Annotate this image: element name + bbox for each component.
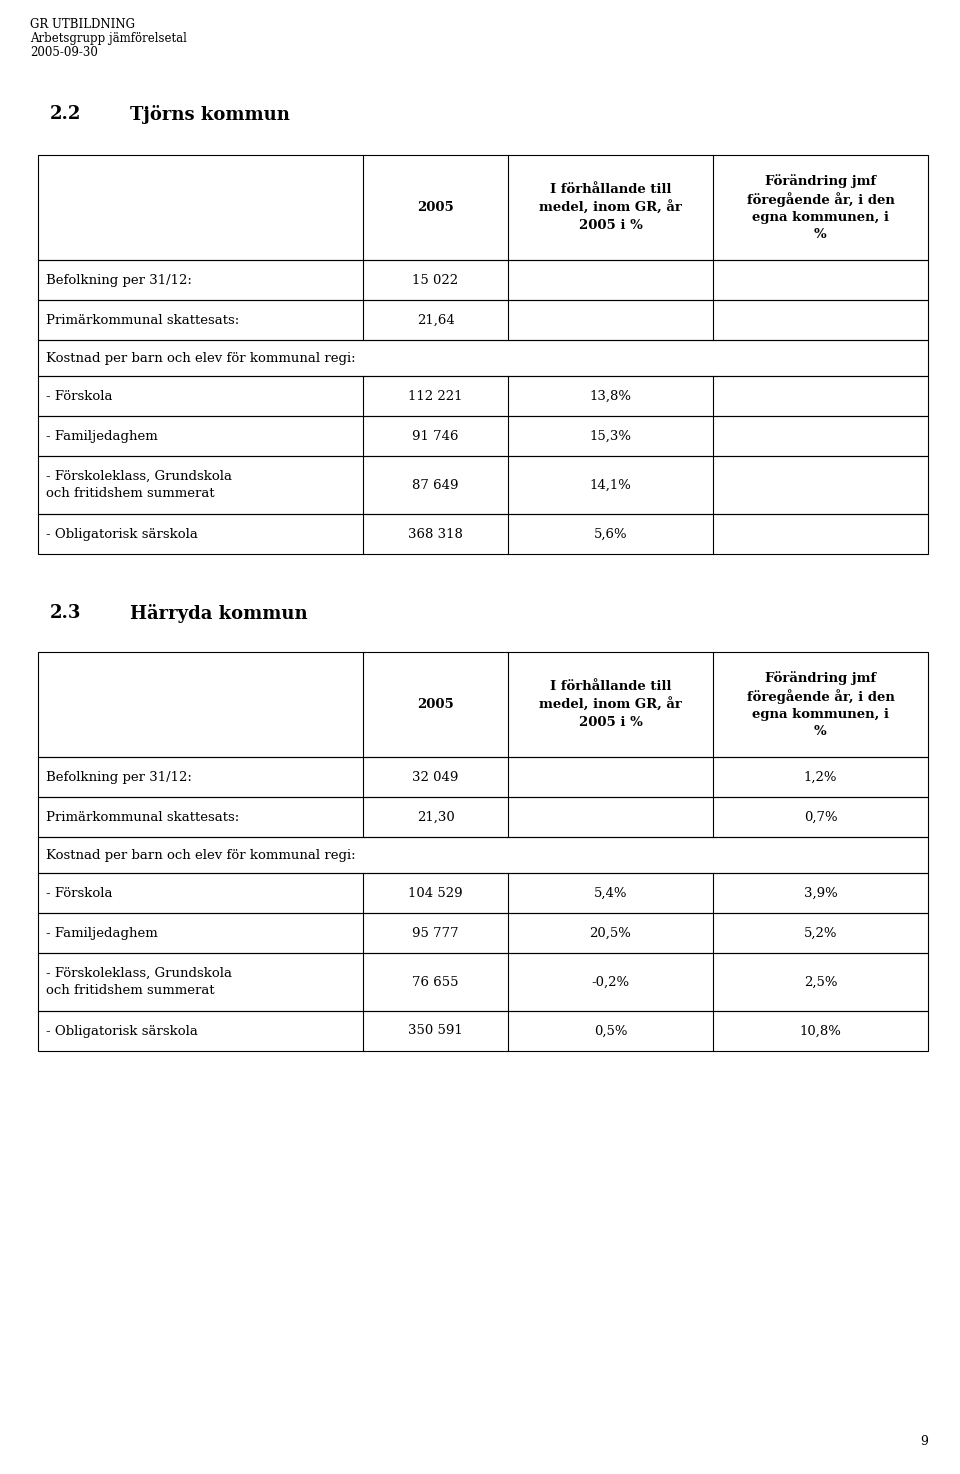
Text: Kostnad per barn och elev för kommunal regi:: Kostnad per barn och elev för kommunal r… — [46, 849, 355, 861]
Text: -0,2%: -0,2% — [591, 976, 630, 989]
Text: Befolkning per 31/12:: Befolkning per 31/12: — [46, 771, 192, 784]
Text: 9: 9 — [920, 1436, 928, 1447]
Bar — [38, 652, 928, 758]
Bar — [38, 797, 928, 837]
Bar — [38, 259, 928, 301]
Text: 87 649: 87 649 — [412, 479, 459, 491]
Bar — [38, 514, 928, 554]
Text: - Familjedaghem: - Familjedaghem — [46, 927, 157, 939]
Text: 2,5%: 2,5% — [804, 976, 837, 989]
Text: Arbetsgrupp jämförelsetal: Arbetsgrupp jämförelsetal — [30, 32, 187, 46]
Text: Tjörns kommun: Tjörns kommun — [130, 105, 290, 124]
Text: - Förskola: - Förskola — [46, 389, 112, 402]
Text: Befolkning per 31/12:: Befolkning per 31/12: — [46, 274, 192, 286]
Text: 15 022: 15 022 — [413, 274, 459, 286]
Text: 2005: 2005 — [418, 699, 454, 710]
Text: 76 655: 76 655 — [412, 976, 459, 989]
Bar — [38, 912, 928, 954]
Text: Härryda kommun: Härryda kommun — [130, 604, 307, 624]
Bar — [38, 416, 928, 455]
Text: Förändring jmf
föregående år, i den
egna kommunen, i
%: Förändring jmf föregående år, i den egna… — [747, 671, 895, 738]
Bar — [38, 758, 928, 797]
Text: - Förskoleklass, Grundskola
och fritidshem summerat: - Förskoleklass, Grundskola och fritidsh… — [46, 470, 232, 500]
Text: 32 049: 32 049 — [412, 771, 459, 784]
Text: Kostnad per barn och elev för kommunal regi:: Kostnad per barn och elev för kommunal r… — [46, 351, 355, 364]
Text: 5,6%: 5,6% — [593, 528, 627, 541]
Text: 15,3%: 15,3% — [589, 429, 632, 442]
Text: - Förskola: - Förskola — [46, 886, 112, 899]
Text: Primärkommunal skattesats:: Primärkommunal skattesats: — [46, 811, 239, 824]
Text: 91 746: 91 746 — [412, 429, 459, 442]
Text: 5,2%: 5,2% — [804, 927, 837, 939]
Text: 95 777: 95 777 — [412, 927, 459, 939]
Text: 2005: 2005 — [418, 200, 454, 214]
Text: 104 529: 104 529 — [408, 886, 463, 899]
Bar — [38, 873, 928, 912]
Text: 2.2: 2.2 — [50, 105, 82, 122]
Text: 0,5%: 0,5% — [593, 1024, 627, 1038]
Text: 21,64: 21,64 — [417, 314, 454, 327]
Text: Förändring jmf
föregående år, i den
egna kommunen, i
%: Förändring jmf föregående år, i den egna… — [747, 174, 895, 242]
Text: 0,7%: 0,7% — [804, 811, 837, 824]
Bar — [38, 455, 928, 514]
Bar — [38, 155, 928, 259]
Text: 14,1%: 14,1% — [589, 479, 632, 491]
Text: - Familjedaghem: - Familjedaghem — [46, 429, 157, 442]
Text: 13,8%: 13,8% — [589, 389, 632, 402]
Bar — [38, 376, 928, 416]
Text: 20,5%: 20,5% — [589, 927, 632, 939]
Bar — [38, 1011, 928, 1051]
Text: 3,9%: 3,9% — [804, 886, 837, 899]
Bar — [38, 301, 928, 340]
Text: 112 221: 112 221 — [408, 389, 463, 402]
Text: - Förskoleklass, Grundskola
och fritidshem summerat: - Förskoleklass, Grundskola och fritidsh… — [46, 967, 232, 996]
Text: 368 318: 368 318 — [408, 528, 463, 541]
Text: - Obligatorisk särskola: - Obligatorisk särskola — [46, 528, 198, 541]
Text: 2.3: 2.3 — [50, 604, 82, 622]
Text: - Obligatorisk särskola: - Obligatorisk särskola — [46, 1024, 198, 1038]
Bar — [38, 837, 928, 873]
Bar — [38, 340, 928, 376]
Text: I förhållande till
medel, inom GR, år
2005 i %: I förhållande till medel, inom GR, år 20… — [540, 183, 682, 231]
Text: 5,4%: 5,4% — [593, 886, 627, 899]
Text: 10,8%: 10,8% — [800, 1024, 841, 1038]
Text: 21,30: 21,30 — [417, 811, 454, 824]
Text: 1,2%: 1,2% — [804, 771, 837, 784]
Bar — [38, 954, 928, 1011]
Text: Primärkommunal skattesats:: Primärkommunal skattesats: — [46, 314, 239, 327]
Text: GR UTBILDNING: GR UTBILDNING — [30, 18, 135, 31]
Text: 350 591: 350 591 — [408, 1024, 463, 1038]
Text: I förhållande till
medel, inom GR, år
2005 i %: I förhållande till medel, inom GR, år 20… — [540, 680, 682, 728]
Text: 2005-09-30: 2005-09-30 — [30, 46, 98, 59]
